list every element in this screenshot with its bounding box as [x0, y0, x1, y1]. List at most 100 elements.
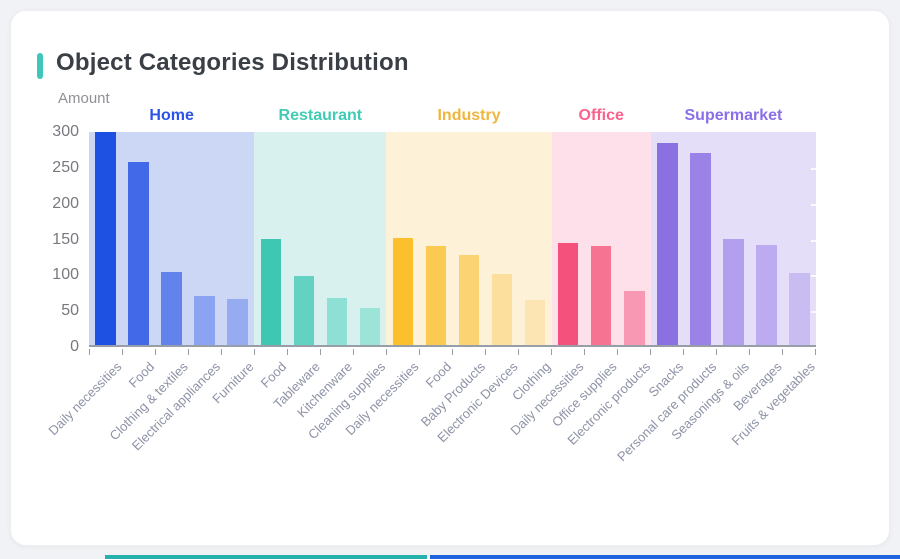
x-axis-tick	[651, 349, 684, 355]
chart-title: Object Categories Distribution	[56, 49, 409, 76]
bar-industry-baby-products[interactable]	[458, 254, 480, 345]
x-axis-tick	[684, 349, 717, 355]
x-axis-tick	[90, 349, 123, 355]
group-label-restaurant: Restaurant	[278, 107, 363, 124]
bar-slot	[750, 132, 783, 345]
group-label-supermarket: Supermarket	[684, 107, 783, 124]
x-axis-tick	[453, 349, 486, 355]
bar-slot	[353, 132, 386, 345]
band-office: Office	[551, 107, 651, 345]
bar-industry-food[interactable]	[425, 246, 447, 345]
bar-slot	[122, 132, 155, 345]
bar-industry-clothing[interactable]	[524, 299, 546, 345]
x-axis-tick	[420, 349, 453, 355]
y-tick-label-300: 300	[52, 123, 79, 140]
bar-supermarket-personal-care-products[interactable]	[690, 152, 711, 345]
x-label-slot: Food	[254, 347, 290, 497]
bar-slot	[254, 132, 287, 345]
category-bands: Home Restaurant Industry Office Supermarket	[89, 107, 817, 347]
x-axis-tick	[618, 349, 651, 355]
x-axis-tick	[255, 349, 288, 355]
right-minor-tick	[811, 311, 816, 314]
bar-slot	[221, 132, 254, 345]
group-label-home: Home	[149, 107, 194, 124]
bar-slot	[585, 132, 618, 345]
bar-slot	[486, 132, 519, 345]
bar-slot	[188, 132, 221, 345]
bar-slot	[783, 132, 816, 345]
bar-office-electronic-products[interactable]	[624, 291, 645, 345]
bar-supermarket-snacks[interactable]	[657, 142, 678, 345]
title-accent-bar	[37, 53, 43, 79]
x-axis-tick	[519, 349, 552, 355]
x-axis-tick	[189, 349, 222, 355]
bar-supermarket-beverages[interactable]	[756, 244, 777, 345]
bar-supermarket-seasonings-oils[interactable]	[723, 238, 744, 345]
right-minor-tick	[811, 203, 816, 206]
x-axis-tick	[354, 349, 387, 355]
x-label-slot: Electrical appliances	[129, 347, 223, 497]
band-home: Home	[89, 107, 255, 345]
bar-slot	[453, 132, 486, 345]
bar-slot	[287, 132, 320, 345]
x-axis-tick	[552, 349, 585, 355]
bar-home-food[interactable]	[128, 161, 149, 345]
x-axis-tick	[486, 349, 519, 355]
y-tick-label-100: 100	[52, 266, 79, 284]
bar-office-office-supplies[interactable]	[590, 245, 612, 345]
group-label-office: Office	[578, 107, 624, 124]
y-tick-label-250: 250	[52, 158, 79, 176]
right-minor-tick	[811, 167, 816, 170]
x-axis-labels: Daily necessities Food Clothing & textiles…	[45, 347, 818, 497]
x-axis-tick	[222, 349, 255, 355]
x-axis-tick	[717, 349, 750, 355]
plot-area: Home Restaurant Industry Office Supermarket …	[45, 107, 818, 464]
bar-home-furniture[interactable]	[227, 298, 248, 345]
y-tick-label-200: 200	[52, 194, 79, 212]
bar-industry-electronic-devices[interactable]	[491, 274, 513, 345]
x-axis-tick	[123, 349, 156, 355]
x-axis-ticks	[89, 349, 816, 355]
bar-supermarket-fruits-vegetables[interactable]	[789, 272, 810, 345]
x-axis-tick	[288, 349, 321, 355]
bar-restaurant-cleaning-supplies[interactable]	[359, 308, 381, 345]
x-label-slot: Fruits & vegetables	[729, 347, 818, 497]
bar-restaurant-tableware[interactable]	[293, 276, 315, 345]
bar-slot	[519, 132, 552, 345]
y-tick-label-50: 50	[61, 302, 79, 320]
bar-slot	[552, 132, 585, 345]
bottom-strip-blue	[430, 555, 900, 559]
x-axis-tick	[156, 349, 189, 355]
bar-home-daily-necessities[interactable]	[95, 132, 116, 345]
bar-restaurant-kitchenware[interactable]	[326, 298, 348, 345]
bar-slot	[320, 132, 353, 345]
x-label-slot: Furniture	[209, 347, 256, 497]
bar-restaurant-food[interactable]	[260, 239, 281, 345]
bar-slot	[618, 132, 651, 345]
bottom-strip-teal	[105, 555, 427, 559]
x-axis-tick	[387, 349, 420, 355]
right-minor-tick	[811, 239, 816, 242]
y-tick-label-150: 150	[52, 230, 79, 248]
bar-slot	[651, 132, 684, 345]
x-label-slot: Daily necessities	[342, 347, 421, 497]
x-axis-tick	[783, 349, 816, 355]
bar-slot	[155, 132, 188, 345]
right-minor-tick	[811, 275, 816, 278]
bar-industry-daily-necessities[interactable]	[392, 237, 414, 345]
chart-card: Object Categories Distribution Amount Ho…	[10, 10, 890, 546]
bar-slot	[89, 132, 122, 345]
bar-home-electrical-appliances[interactable]	[194, 296, 215, 345]
x-axis-tick	[750, 349, 783, 355]
y-tick-label-0: 0	[70, 338, 79, 355]
band-restaurant: Restaurant	[254, 107, 387, 345]
bar-slot	[717, 132, 750, 345]
bar-slot	[386, 132, 419, 345]
bar-slot	[419, 132, 452, 345]
y-axis-title: Amount	[58, 90, 110, 107]
x-axis-tick	[321, 349, 354, 355]
bar-home-clothing-textiles[interactable]	[161, 271, 182, 345]
band-supermarket: Supermarket	[650, 107, 817, 345]
bar-office-daily-necessities[interactable]	[557, 243, 579, 345]
